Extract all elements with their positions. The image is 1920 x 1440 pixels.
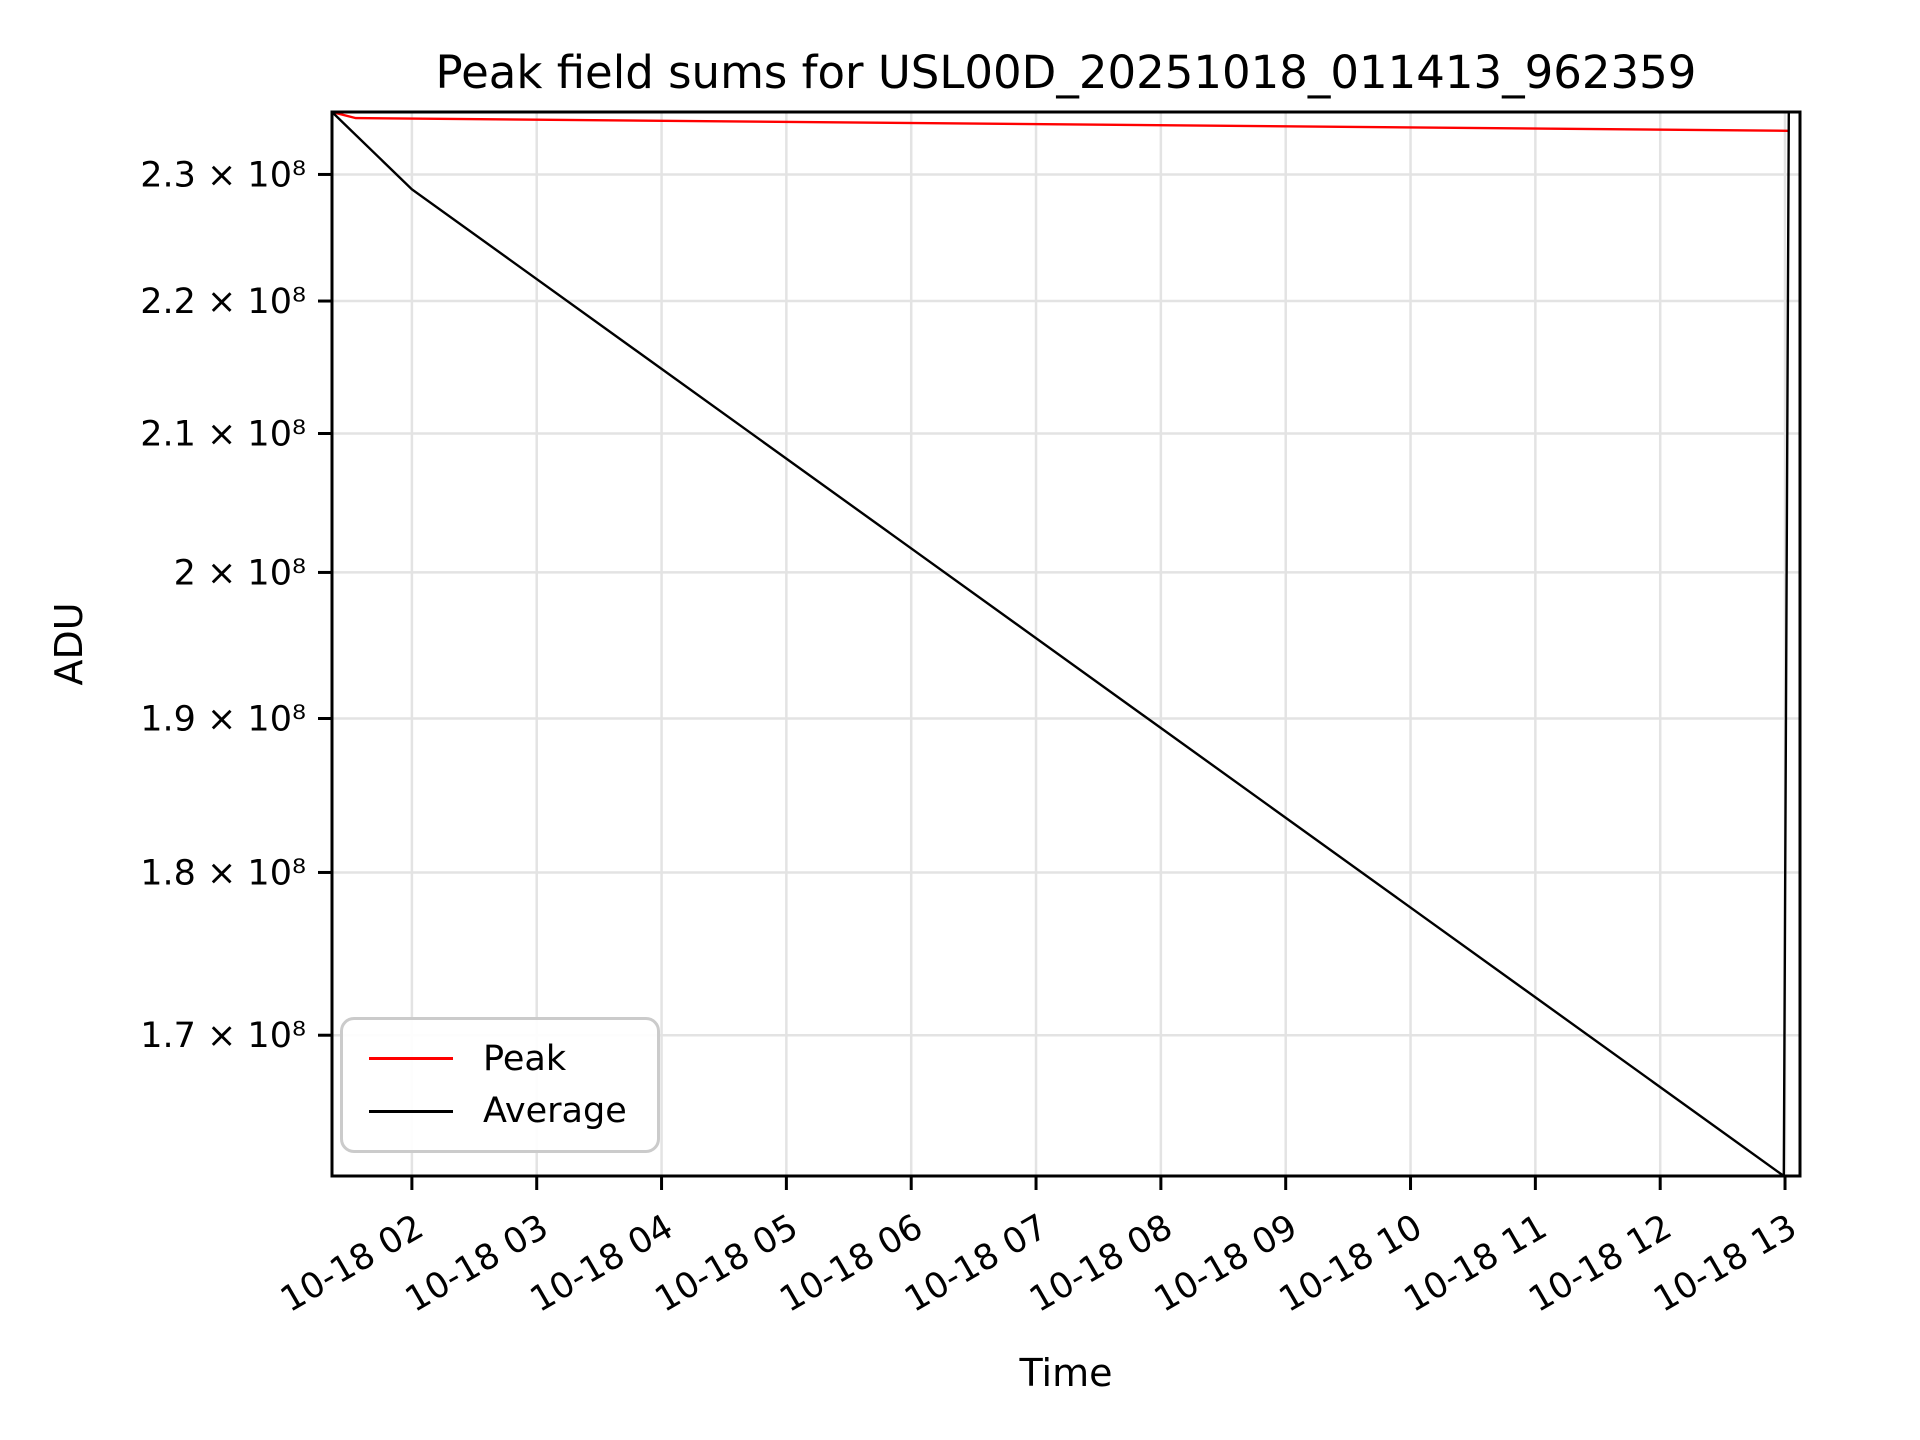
legend: Peak Average <box>340 1017 660 1153</box>
x-tick-label: 10-18 11 <box>1398 1207 1554 1320</box>
y-tick-label: 1.8 × 10⁸ <box>140 853 306 893</box>
series-layer <box>332 112 1791 1176</box>
y-tick-label: 2.2 × 10⁸ <box>140 282 306 322</box>
y-tick-label: 1.7 × 10⁸ <box>140 1016 306 1056</box>
grid-layer <box>332 112 1800 1176</box>
axes-layer <box>318 110 1802 1190</box>
y-tick-label: 2 × 10⁸ <box>174 553 306 593</box>
average-line-sample <box>369 1109 453 1113</box>
x-tick-label: 10-18 09 <box>1148 1207 1304 1320</box>
x-tick-label: 10-18 06 <box>773 1207 929 1320</box>
x-tick-label: 10-18 13 <box>1647 1207 1803 1320</box>
x-tick-label: 10-18 10 <box>1273 1207 1429 1320</box>
x-tick-label: 10-18 07 <box>898 1207 1054 1320</box>
plot-border <box>330 110 1802 1178</box>
x-tick-label: 10-18 05 <box>649 1207 805 1320</box>
x-tick-label: 10-18 03 <box>399 1207 555 1320</box>
average-line <box>332 112 1791 1176</box>
legend-label-peak: Peak <box>483 1038 567 1079</box>
legend-item-average: Average <box>369 1092 631 1131</box>
legend-item-peak: Peak <box>369 1038 631 1079</box>
y-axis-title: ADU <box>47 602 91 685</box>
x-axis-title: Time <box>1019 1351 1113 1395</box>
x-tick-label: 10-18 04 <box>524 1207 680 1320</box>
chart-title: Peak field sums for USL00D_20251018_0114… <box>436 46 1697 99</box>
x-tick-label: 10-18 08 <box>1023 1207 1179 1320</box>
y-tick-label: 2.1 × 10⁸ <box>140 415 306 455</box>
x-tick-label: 10-18 12 <box>1522 1207 1678 1320</box>
peak-line-sample <box>369 1057 453 1061</box>
y-tick-label: 2.3 × 10⁸ <box>140 155 306 195</box>
legend-label-average: Average <box>483 1091 627 1131</box>
x-tick-label: 10-18 02 <box>274 1207 430 1320</box>
y-tick-label: 1.9 × 10⁸ <box>140 699 306 739</box>
peak-line <box>332 112 1788 132</box>
